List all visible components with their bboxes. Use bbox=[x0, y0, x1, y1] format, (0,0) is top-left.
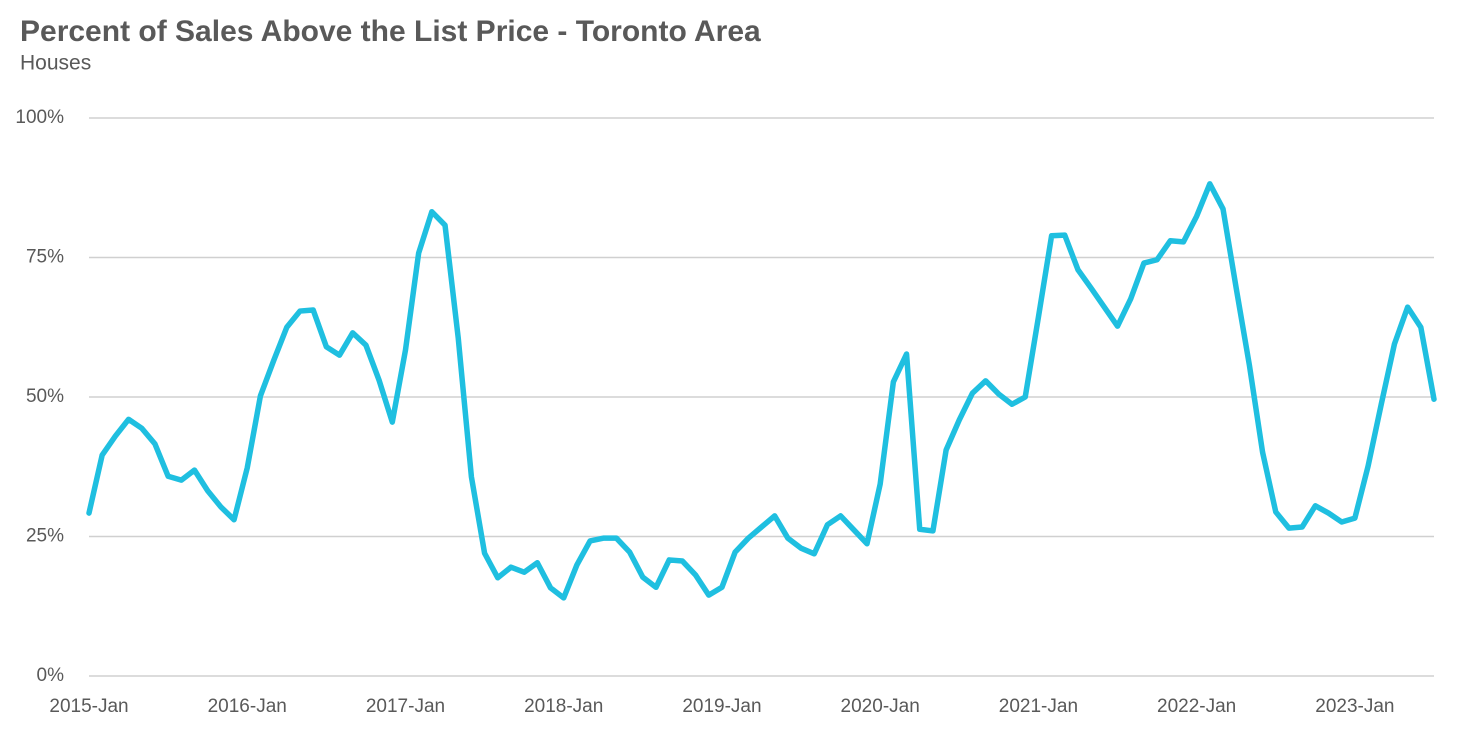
y-tick-label: 75% bbox=[26, 247, 64, 268]
x-tick-label: 2015-Jan bbox=[49, 696, 128, 717]
y-tick-label: 100% bbox=[15, 107, 64, 128]
y-tick-label: 25% bbox=[26, 526, 64, 547]
chart-title: Percent of Sales Above the List Price - … bbox=[20, 15, 761, 48]
line-series bbox=[86, 181, 1437, 601]
chart-subtitle: Houses bbox=[20, 52, 91, 75]
x-tick-label: 2022-Jan bbox=[1157, 696, 1236, 717]
x-tick-label: 2018-Jan bbox=[524, 696, 603, 717]
x-tick-label: 2023-Jan bbox=[1315, 696, 1394, 717]
x-tick-label: 2020-Jan bbox=[841, 696, 920, 717]
x-tick-label: 2021-Jan bbox=[999, 696, 1078, 717]
x-tick-label: 2017-Jan bbox=[366, 696, 445, 717]
x-tick-label: 2019-Jan bbox=[682, 696, 761, 717]
y-tick-label: 50% bbox=[26, 386, 64, 407]
x-tick-label: 2016-Jan bbox=[208, 696, 287, 717]
y-tick-label: 0% bbox=[37, 665, 65, 686]
